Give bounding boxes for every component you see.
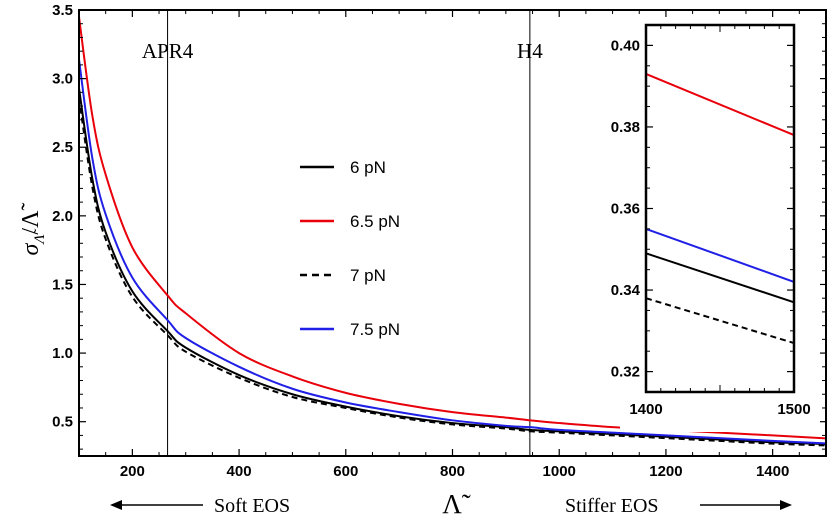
inset-y-tick-label: 0.38 (611, 119, 640, 136)
series-line-6-pN (78, 88, 827, 446)
inset-x-tick-label: 1500 (777, 401, 810, 418)
legend-label: 6 pN (350, 158, 386, 177)
soft-eos-arrowhead (110, 500, 122, 510)
inset-line-7-pN (645, 297, 795, 345)
inset-y-tick-label: 0.32 (611, 364, 640, 381)
y-tick-label: 2.0 (52, 208, 73, 225)
inset-y-tick-label: 0.36 (611, 201, 640, 218)
stiffer-eos-arrowhead (780, 500, 792, 510)
apr4-label: APR4 (142, 39, 194, 63)
y-label-denominator: Λ̃ (18, 203, 44, 228)
x-axis-label: Λ̃ (442, 489, 471, 519)
soft-eos-label: Soft EOS (214, 495, 290, 517)
inset-x-tick-label: 1400 (629, 401, 662, 418)
stiffer-eos-annotation: Stiffer EOS (565, 495, 792, 517)
x-tick-label: 600 (333, 463, 358, 480)
y-tick-label: 3.5 (52, 2, 73, 19)
x-tick-label: 400 (227, 463, 252, 480)
legend-label: 6.5 pN (350, 212, 400, 231)
stiffer-eos-label: Stiffer EOS (565, 495, 659, 517)
legend: 6 pN 6.5 pN 7 pN 7.5 pN (300, 158, 400, 339)
x-tick-label: 800 (440, 463, 465, 480)
inset-line-6-5-pN (645, 73, 795, 137)
inset-line-6-pN (645, 252, 795, 304)
y-axis-label: σΛ̃/Λ̃ (18, 203, 48, 256)
h4-label: H4 (517, 39, 543, 63)
inset-y-tick-label: 0.40 (611, 37, 640, 54)
inset-series-group (645, 73, 795, 345)
y-tick-label: 3.0 (52, 71, 73, 88)
inset-background (620, 22, 820, 432)
y-tick-label: 1.5 (52, 276, 73, 293)
inset-axis-ticks: 0.32 0.34 0.36 0.38 0.40 1400 1500 (611, 25, 811, 418)
inset-y-tick-label: 0.34 (611, 282, 641, 299)
legend-label: 7.5 pN (350, 320, 400, 339)
eos-reference-lines (167, 10, 531, 456)
inset-line-7-5-pN (645, 227, 795, 283)
series-line-7-pN (78, 97, 827, 447)
y-tick-label: 1.0 (52, 345, 73, 362)
x-tick-label: 1400 (756, 463, 789, 480)
series-line-7-5-pN (78, 59, 827, 445)
x-tick-label: 1000 (543, 463, 576, 480)
y-label-sigma: σ (18, 242, 44, 255)
y-tick-label: 2.5 (52, 139, 73, 156)
soft-eos-annotation: Soft EOS (110, 495, 290, 517)
legend-label: 7 pN (350, 266, 386, 285)
main-axis-ticks: 200 400 600 800 1000 1200 1400 0.5 1.0 1.5 2.0 2.5 3… (52, 2, 827, 480)
svg-text:σΛ̃/Λ̃: σΛ̃/Λ̃ (18, 203, 48, 256)
x-tick-label: 1200 (649, 463, 682, 480)
x-tick-label: 200 (120, 463, 145, 480)
y-tick-label: 0.5 (52, 414, 73, 431)
